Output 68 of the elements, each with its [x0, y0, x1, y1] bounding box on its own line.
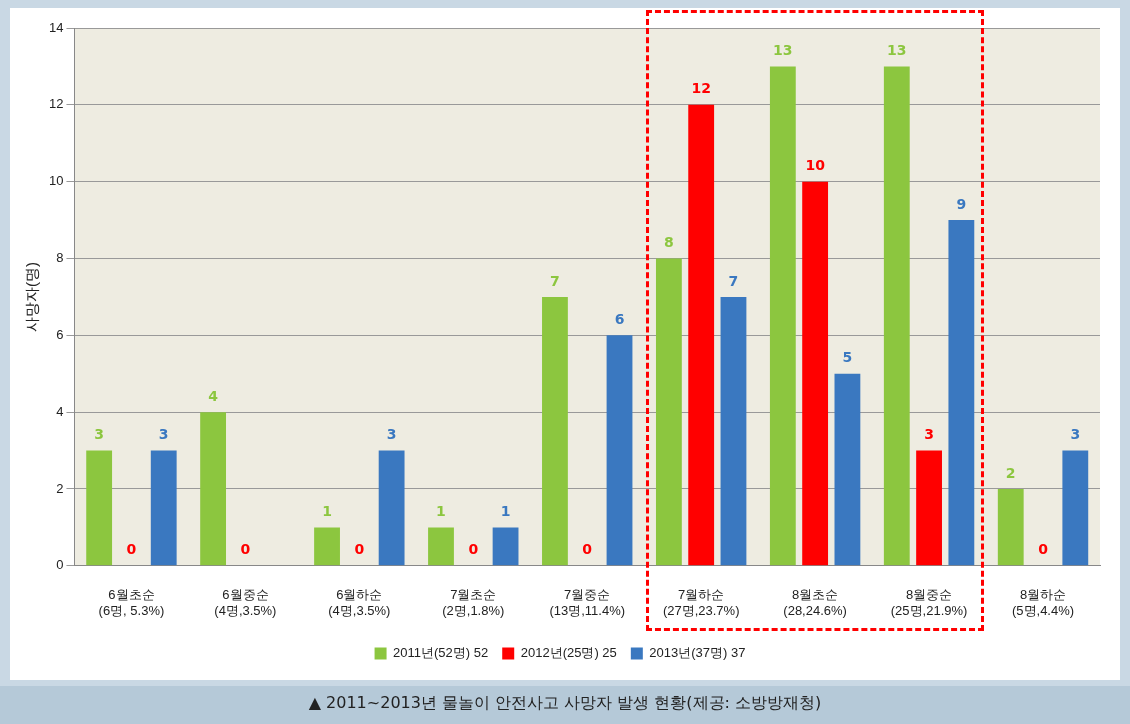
data-label: 0 [354, 541, 365, 558]
y-tick-label: 6 [56, 326, 64, 342]
y-tick-label: 0 [56, 557, 64, 573]
y-tick-label: 4 [56, 403, 64, 419]
data-label: 3 [1070, 426, 1081, 443]
y-tick-label: 2 [56, 480, 64, 496]
bar [200, 412, 227, 566]
bar [948, 220, 975, 566]
data-label: 9 [956, 195, 967, 212]
data-label: 3 [386, 426, 397, 443]
legend-label: 2011년(52명) 52 [393, 645, 489, 661]
data-label: 10 [805, 157, 826, 174]
bar [769, 66, 796, 566]
data-label: 3 [94, 426, 105, 443]
data-label: 5 [842, 349, 853, 366]
y-axis-title: 사망자(명) [23, 261, 41, 332]
x-tick-label: 8월하순 (5명,4.4%) [1011, 587, 1075, 618]
data-label: 2 [1005, 464, 1016, 481]
x-tick-label: 7월초순 (2명,1.8%) [442, 587, 505, 618]
y-tick-label: 12 [48, 96, 64, 112]
data-label: 12 [691, 80, 711, 97]
data-label: 7 [728, 272, 739, 289]
data-label: 4 [208, 387, 219, 404]
data-label: 13 [887, 42, 907, 59]
x-tick-label: 6월중순 (4명,3.5%) [214, 587, 277, 618]
data-label: 0 [1038, 541, 1049, 558]
y-tick-label: 10 [48, 173, 64, 189]
data-label: 1 [436, 503, 446, 520]
bar [1062, 450, 1089, 566]
bar [542, 296, 568, 566]
legend-label: 2012년(25명) 25 [520, 645, 617, 661]
text: ▲ 2011~2013년 물놀이 안전사고 사망자 발생 현황(제공: 소방방재청) [0, 686, 1130, 724]
bar [688, 104, 715, 566]
x-tick-label: 7월중순 (13명,11.4%) [549, 587, 626, 618]
x-tick-label: 8월초순 (28,24.6%) [783, 587, 847, 618]
x-tick-label: 7월하순 (27명,23.7%) [662, 587, 740, 618]
data-label: 8 [664, 234, 674, 251]
x-tick-label: 8월중순 (25명,21.9%) [890, 587, 968, 618]
x-tick-label: 6월하순 (4명,3.5%) [328, 587, 391, 618]
bar [916, 450, 942, 566]
bar [378, 450, 405, 566]
data-label: 0 [468, 541, 479, 558]
bar [428, 527, 454, 566]
data-label: 1 [500, 503, 511, 520]
y-tick-label: 14 [48, 19, 64, 35]
legend-label: 2013년(37명) 37 [649, 645, 746, 661]
data-label: 13 [773, 42, 793, 59]
bar [492, 527, 519, 566]
data-label: 0 [126, 541, 137, 558]
data-label: 1 [322, 503, 332, 520]
bar [606, 335, 633, 566]
bar [150, 450, 177, 566]
bar [997, 488, 1024, 566]
data-label: 0 [240, 541, 251, 558]
data-label: 3 [924, 426, 934, 443]
y-tick-label: 8 [56, 250, 64, 266]
bar [655, 258, 682, 566]
bar [883, 66, 910, 566]
x-tick-label: 6월초순 (6명, 5.3%) [98, 587, 165, 618]
bar [86, 450, 113, 566]
data-label: 3 [158, 426, 169, 443]
bar [720, 296, 747, 566]
data-label: 0 [582, 541, 593, 558]
bar [314, 527, 340, 566]
bar [802, 181, 829, 566]
bar [834, 373, 861, 566]
data-label: 7 [550, 272, 560, 289]
data-label: 6 [614, 310, 625, 327]
